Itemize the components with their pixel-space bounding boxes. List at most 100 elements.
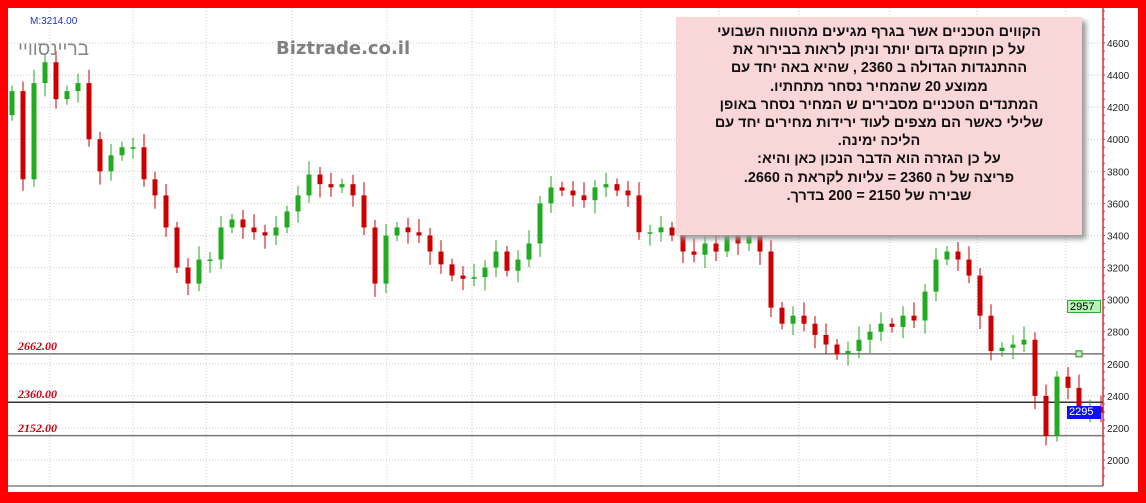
candle-up: [383, 235, 389, 284]
candle-up: [1054, 376, 1060, 436]
y-tick-label: 2000: [1107, 456, 1130, 467]
candle-down: [185, 267, 191, 284]
candle-up: [1021, 339, 1027, 345]
chart-area: 2000 2200 2400 2600 2800 3000 3200 3400 3600 3800…: [8, 8, 1138, 492]
candle-down: [438, 251, 444, 265]
candle-down: [955, 251, 961, 260]
candle-down: [251, 227, 257, 233]
candle-up: [746, 235, 752, 244]
candle-down: [1032, 339, 1038, 396]
candle-up: [856, 339, 862, 351]
candle-up: [724, 235, 730, 252]
candle-up: [108, 155, 114, 172]
candle-up: [75, 83, 81, 92]
candle-down: [405, 227, 411, 233]
candle-down: [416, 232, 422, 236]
candle-up: [218, 227, 224, 260]
candle-up: [515, 259, 521, 271]
candle-down: [163, 195, 169, 228]
candle-down: [911, 315, 917, 321]
note-line: שלילי כאשר הם מצפים לעוד ירידות מחירים י…: [714, 115, 1044, 132]
candle-down: [53, 62, 59, 100]
m-value-label: M:3214.00: [30, 16, 78, 27]
candle-up: [306, 174, 312, 196]
candle-up: [537, 203, 543, 244]
candle-down: [1065, 376, 1071, 388]
note-line: ממוצע 20 שהמחיר נסחר מתחתיו.: [770, 78, 988, 95]
candle-down: [559, 187, 565, 191]
candle-up: [878, 323, 884, 332]
candle-up: [944, 251, 950, 260]
marker-price-tag: 2957: [1067, 299, 1101, 313]
watermark-hebrew: בריינסוויי: [18, 39, 89, 60]
candle-up: [702, 243, 708, 255]
candle-up: [284, 211, 290, 228]
candle-down: [636, 195, 642, 233]
candle-down: [97, 139, 103, 172]
y-tick-label: 4400: [1107, 71, 1130, 82]
y-tick-label: 2200: [1107, 424, 1130, 435]
candle-up: [548, 187, 554, 204]
candle-down: [768, 251, 774, 308]
candle-down: [174, 227, 180, 268]
candle-down: [361, 195, 367, 228]
y-tick-label: 3200: [1107, 264, 1130, 275]
candle-down: [889, 323, 895, 327]
candle-down: [372, 227, 378, 284]
candle-up: [790, 315, 796, 324]
candle-up: [999, 347, 1005, 351]
candle-down: [834, 344, 840, 355]
note-line: שבירה של 2150 = 200 בדרך.: [786, 187, 972, 204]
y-tick-label: 3600: [1107, 199, 1130, 210]
y-tick-label: 4200: [1107, 103, 1130, 114]
y-tick-label: 3000: [1107, 296, 1130, 307]
candle-down: [779, 307, 785, 324]
candle-down: [460, 275, 466, 279]
candle-down: [988, 315, 994, 351]
candle-up: [867, 331, 873, 340]
candle-up: [394, 227, 400, 236]
y-tick-label: 4000: [1107, 135, 1130, 146]
last-price-tag: 2295: [1067, 405, 1101, 419]
note-line: המתנדים הטכניים מסבירים ש המחיר נסחר באו…: [719, 96, 1039, 113]
y-tick-label: 2400: [1107, 392, 1130, 403]
watermark-site: Biztrade.co.il: [276, 38, 411, 59]
candle-down: [141, 147, 147, 180]
candle-up: [603, 184, 609, 188]
candle-down: [669, 227, 675, 236]
candle-down: [240, 219, 246, 228]
candle-up: [922, 291, 928, 321]
candle-down: [86, 83, 92, 140]
candle-up: [42, 62, 48, 84]
level-label-2360: 2360.00: [18, 387, 57, 402]
candle-up: [229, 219, 235, 228]
candle-down: [691, 251, 697, 255]
note-line: הקווים הטכניים אשר בגרף מגיעים מהטווח הש…: [717, 24, 1041, 40]
candle-down: [328, 184, 334, 188]
candle-up: [339, 184, 345, 188]
candle-up: [295, 195, 301, 212]
candle-up: [526, 243, 532, 260]
candle-down: [757, 235, 763, 252]
candle-up: [9, 91, 15, 116]
candle-up: [592, 187, 598, 201]
candle-down: [262, 232, 268, 236]
candle-down: [427, 235, 433, 252]
level-label-2662: 2662.00: [18, 338, 57, 353]
candle-down: [735, 235, 741, 244]
y-tick-label: 3400: [1107, 231, 1130, 242]
candle-up: [119, 147, 125, 156]
candle-up: [1010, 344, 1016, 348]
candle-down: [350, 184, 356, 196]
candle-down: [1098, 407, 1104, 413]
analysis-note: הקווים הטכניים אשר בגרף מגיעים מהטווח הש…: [676, 17, 1082, 235]
candle-up: [196, 259, 202, 284]
note-line: הליכה ימינה.: [837, 133, 921, 150]
candle-up: [64, 91, 70, 100]
candle-down: [713, 243, 719, 252]
candle-down: [570, 190, 576, 196]
y-tick-label: 2600: [1107, 360, 1130, 371]
candle-up: [482, 267, 488, 278]
y-tick-label: 4600: [1107, 39, 1130, 50]
candle-down: [1076, 387, 1082, 409]
